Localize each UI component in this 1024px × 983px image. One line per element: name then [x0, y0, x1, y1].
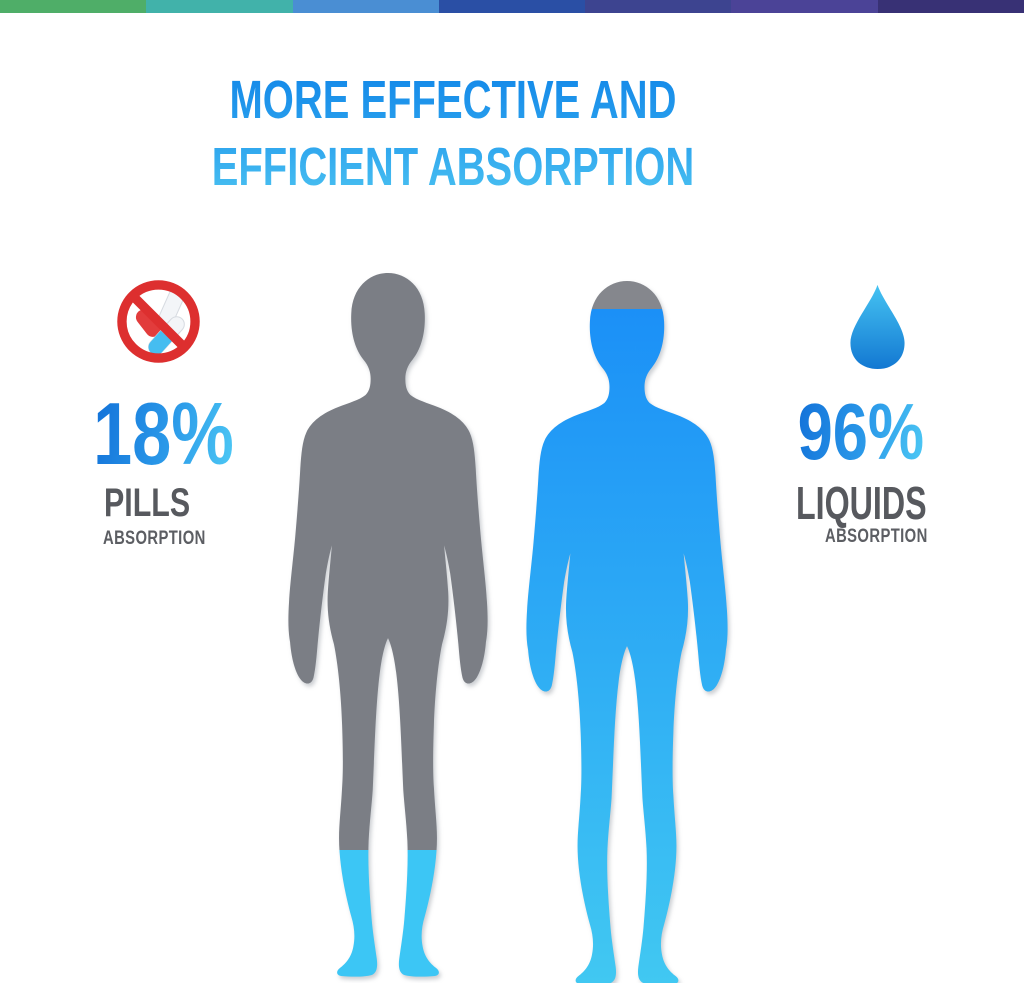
pills-label: PILLS	[104, 481, 191, 525]
strip-segment-4	[438, 0, 586, 13]
liquids-label: LIQUIDS	[796, 477, 927, 529]
page-title: MORE EFFECTIVE AND EFFICIENT ABSORPTION	[176, 67, 731, 201]
water-drop-icon	[850, 284, 905, 370]
strip-segment-1	[0, 0, 147, 13]
pills-absorption-value: 18%	[93, 384, 234, 483]
liquids-sublabel: ABSORPTION	[825, 526, 928, 547]
pills-sublabel: ABSORPTION	[103, 528, 206, 549]
header-color-strip	[0, 0, 1024, 13]
strip-segment-6	[731, 0, 878, 13]
page-title-line2: EFFICIENT ABSORPTION	[211, 137, 695, 197]
liquids-absorption-value: 96%	[797, 387, 924, 476]
pills-body-silhouette	[288, 273, 488, 977]
strip-segment-5	[585, 0, 732, 13]
strip-segment-2	[146, 0, 293, 13]
page-title-line1: MORE EFFECTIVE AND	[229, 70, 677, 130]
strip-segment-3	[292, 0, 439, 13]
liquids-body-silhouette	[526, 281, 728, 983]
strip-segment-7	[877, 0, 1024, 13]
no-pills-icon	[117, 280, 200, 363]
